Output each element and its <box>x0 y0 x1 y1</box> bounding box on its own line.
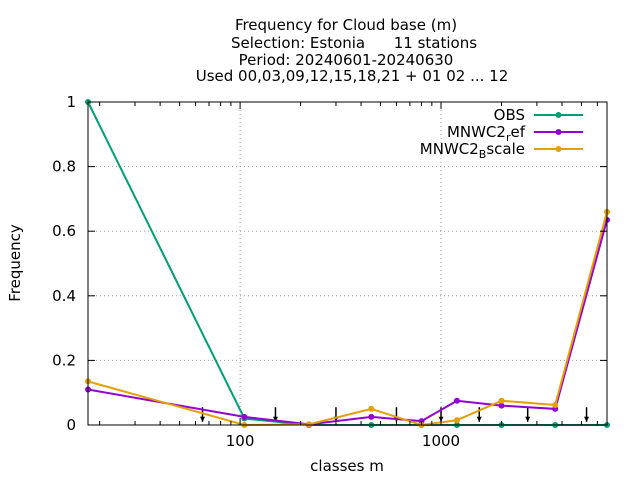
data-point <box>305 421 312 428</box>
legend-swatch-point <box>555 112 562 118</box>
y-axis-label: Frequency <box>6 224 24 302</box>
data-point <box>368 413 375 420</box>
series-mnwc2_ref <box>85 216 610 428</box>
arrow-head <box>584 416 590 422</box>
series-line <box>87 211 608 427</box>
data-point <box>453 397 460 404</box>
grid <box>88 102 607 425</box>
x-tick-label: 1000 <box>422 432 460 450</box>
legend-label: MNWC2ref <box>447 123 526 144</box>
title-line: Selection: Estonia 11 stations <box>231 34 477 52</box>
arrow-head <box>476 416 482 422</box>
data-point <box>453 417 460 424</box>
legend-swatch-point <box>555 146 562 152</box>
y-tick-label: 0.4 <box>52 287 76 305</box>
series-line <box>87 101 607 426</box>
legend-item: OBS <box>494 106 583 124</box>
series-line <box>87 219 608 426</box>
legend-swatch-point <box>555 129 562 135</box>
chart-title: Frequency for Cloud base (m) Selection: … <box>196 16 509 85</box>
legend-item: MNWC2Bscale <box>420 140 583 161</box>
x-axis-label: classes m <box>310 457 384 475</box>
y-tick-label: 0.2 <box>52 351 76 369</box>
plot-frame <box>87 101 608 426</box>
data-point <box>552 401 559 408</box>
arrow-head <box>200 416 206 422</box>
series <box>85 99 610 428</box>
y-tick-label: 0 <box>66 416 76 434</box>
arrow-head <box>525 416 531 422</box>
data-point <box>241 413 248 420</box>
x-tick-label: 100 <box>226 432 255 450</box>
ticks: 0 0.2 0.4 0.6 0.8 1 100 1000 <box>52 93 607 450</box>
legend-label: MNWC2Bscale <box>420 140 525 161</box>
data-point <box>498 402 505 409</box>
series-mnwc2_bscale <box>85 208 610 428</box>
arrow-head <box>272 416 278 422</box>
y-tick-label: 0.8 <box>52 158 76 176</box>
data-point <box>498 397 505 404</box>
y-tick-label: 1 <box>66 93 76 111</box>
legend-item: MNWC2ref <box>447 123 583 144</box>
title-line: Period: 20240601-20240630 <box>239 51 454 69</box>
series-obs <box>85 99 610 428</box>
y-tick-label: 0.6 <box>52 222 76 240</box>
data-point <box>368 405 375 412</box>
title-line: Used 00,03,09,12,15,18,21 + 01 02 ... 12 <box>196 67 509 85</box>
title-line: Frequency for Cloud base (m) <box>235 16 457 34</box>
legend-label: OBS <box>494 106 525 124</box>
